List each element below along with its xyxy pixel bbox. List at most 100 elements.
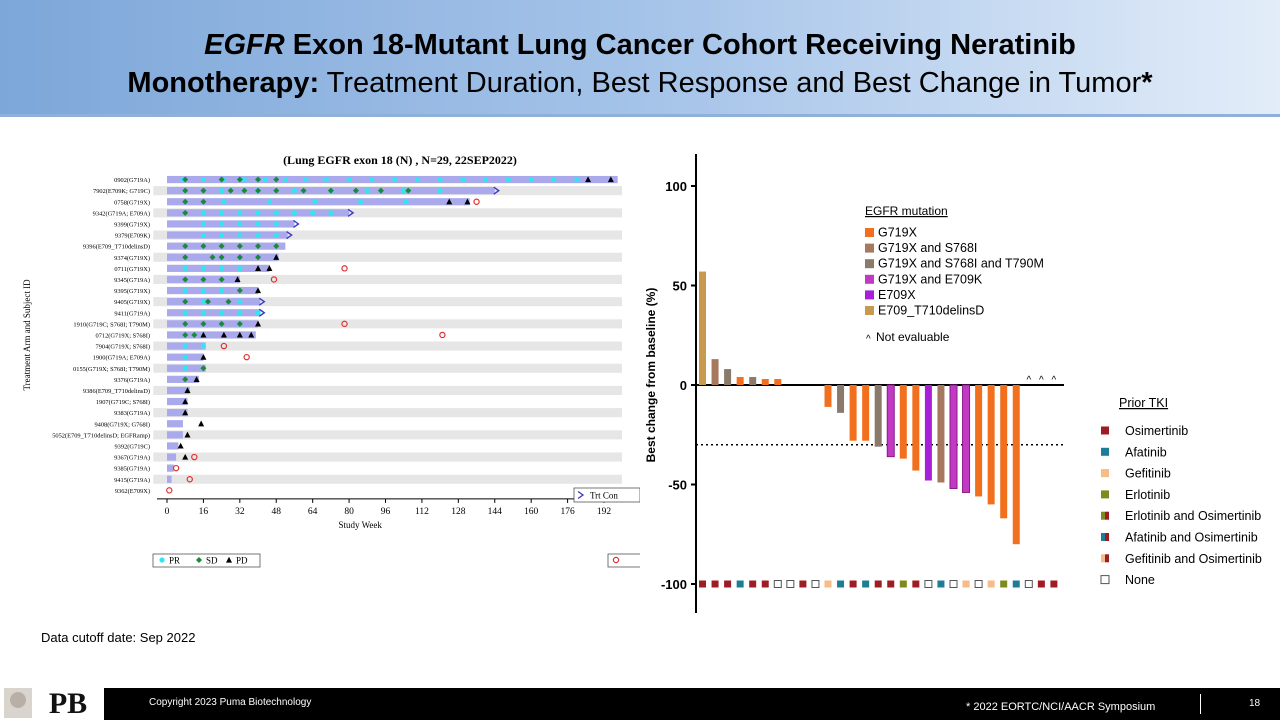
tki-legend-swatch	[1101, 533, 1105, 541]
sd-marker	[182, 187, 189, 194]
ongoing-arrow	[293, 219, 300, 229]
pr-marker	[200, 221, 207, 227]
response-bar	[949, 384, 958, 489]
slide-title: EGFR Exon 18-Mutant Lung Cancer Cohort R…	[0, 26, 1280, 102]
mutation-legend-title: EGFR mutation	[865, 204, 948, 218]
pd-marker	[446, 198, 453, 205]
subject-id-label: 1910(G719C; S768I; T790M)	[73, 321, 150, 328]
x-tick-label: 176	[560, 507, 575, 517]
sd-marker	[227, 187, 234, 194]
tki-marker	[724, 580, 732, 588]
y-axis-title: Treatment Arm and Subject ID	[22, 279, 32, 391]
legend-pr-label: PR	[169, 556, 180, 566]
response-bar	[874, 385, 882, 447]
chart-title: (Lung EGFR exon 18 (N) , N=29, 22SEP2022…	[283, 153, 517, 167]
tki-marker	[773, 580, 782, 588]
sd-marker	[327, 187, 334, 194]
response-bar	[1000, 385, 1008, 519]
y-axis-title: Best change from baseline (%)	[644, 288, 658, 463]
tki-marker	[786, 580, 795, 588]
sd-marker	[204, 298, 211, 305]
tki-marker	[1000, 580, 1008, 588]
x-tick-label: 192	[597, 507, 612, 517]
treatment-bar	[167, 409, 188, 417]
response-bar	[774, 379, 782, 385]
sd-marker	[255, 176, 262, 183]
tki-marker	[761, 580, 769, 588]
legend-sd-label: SD	[206, 556, 218, 566]
tki-legend-label: Afatinib and Osimertinib	[1125, 531, 1258, 545]
pd-marker	[193, 376, 200, 382]
death-marker	[243, 353, 250, 361]
x-tick-label: 48	[272, 507, 282, 517]
subject-id-label: 9362(E709X)	[115, 488, 150, 495]
title-regular: Treatment Duration, Best Response and Be…	[319, 67, 1142, 99]
mutation-legend-label: G719X and S768I and T790M	[878, 257, 1044, 271]
sd-marker	[300, 187, 307, 194]
pr-marker	[237, 310, 243, 316]
row-shade	[153, 474, 622, 484]
response-bar	[849, 385, 857, 441]
death-marker	[473, 198, 480, 205]
tki-legend-swatch	[1101, 554, 1105, 563]
pr-marker	[551, 176, 557, 183]
tki-marker	[749, 580, 757, 588]
subject-id-label: 7904(G719X; S768I)	[96, 344, 151, 351]
mutation-legend-swatch	[865, 306, 874, 315]
sd-marker	[255, 254, 262, 261]
tki-legend-swatch	[1101, 511, 1105, 520]
tki-marker	[987, 580, 995, 588]
pr-marker	[369, 176, 375, 183]
pd-marker	[200, 353, 207, 360]
pd-marker	[255, 265, 262, 271]
y-tick-label: 0	[680, 378, 687, 393]
response-bar	[924, 385, 932, 481]
sd-marker	[405, 187, 412, 194]
not-evaluable-legend-label: Not evaluable	[876, 330, 950, 344]
subject-id-label: 9408(G719X; G768I)	[94, 421, 150, 428]
row-shade	[153, 341, 622, 351]
subject-id-label: 9386(E709_T710delinsD)	[83, 388, 150, 395]
pd-marker	[182, 453, 189, 460]
row-shade	[153, 297, 622, 307]
treatment-bar	[167, 386, 190, 395]
mutation-legend-label: E709_T710delinsD	[878, 304, 984, 318]
subject-id-label: 1900(G719A; E709A)	[93, 355, 150, 362]
not-evaluable-legend-symbol: ^	[866, 334, 871, 345]
pr-marker	[200, 210, 207, 216]
tki-marker	[1037, 580, 1045, 588]
subject-id-label: 9374(G719X)	[114, 255, 150, 262]
ongoing-arrow	[258, 297, 266, 306]
pr-marker	[219, 188, 225, 194]
ongoing-legend-arrow	[577, 490, 585, 500]
tki-legend-swatch	[1105, 469, 1109, 478]
header-divider	[0, 114, 1280, 117]
pr-marker	[403, 199, 409, 205]
pd-marker	[255, 287, 262, 294]
tki-legend-swatch	[1100, 575, 1110, 585]
subject-id-label: 0155(G719X; S768I; T790M)	[73, 366, 150, 373]
response-bar	[749, 377, 757, 385]
tki-marker	[1050, 580, 1058, 588]
company-logo: PB	[0, 686, 104, 720]
row-shade	[153, 319, 622, 329]
title-line-1: Exon 18-Mutant Lung Cancer Cohort Receiv…	[284, 29, 1076, 61]
tki-legend-label: Erlotinib	[1125, 488, 1170, 502]
pr-marker	[291, 210, 298, 216]
subject-id-label: 9367(G719A)	[114, 455, 150, 462]
death-marker	[166, 487, 173, 494]
response-bar	[937, 385, 945, 483]
pr-marker	[273, 210, 279, 216]
death-legend-box	[607, 553, 640, 568]
tki-marker	[924, 580, 933, 588]
pr-marker	[437, 188, 443, 194]
pd-marker	[464, 198, 471, 205]
sd-marker	[200, 320, 207, 327]
tki-legend-swatch	[1105, 554, 1109, 563]
pr-marker	[273, 232, 279, 238]
response-bar	[736, 377, 744, 385]
mutation-legend-label: G719X	[878, 226, 918, 240]
row-shade	[153, 385, 622, 395]
pr-marker	[310, 210, 316, 216]
row-shade	[153, 208, 622, 218]
